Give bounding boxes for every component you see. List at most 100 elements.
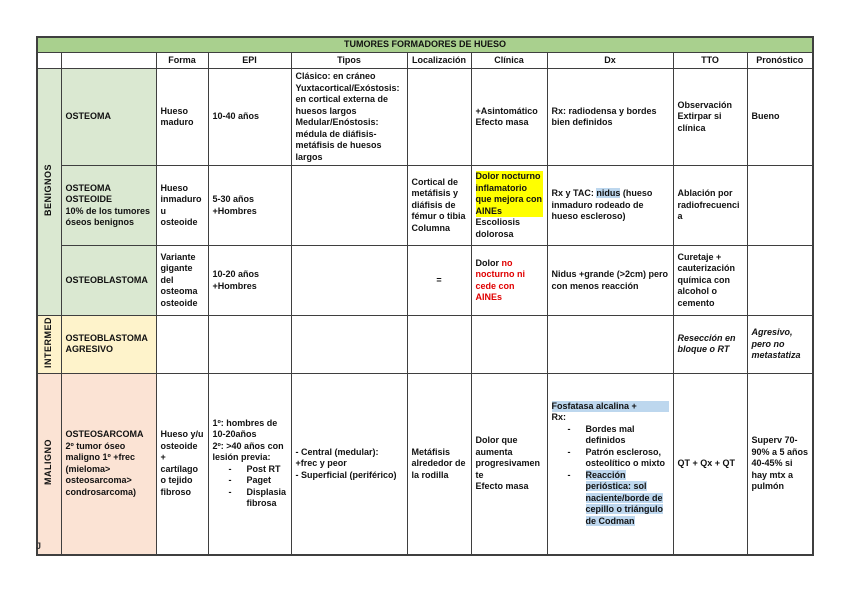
cell-osteoma-osteoide-epi: 5-30 años +Hombres [207, 165, 292, 247]
bullet-dash: - [228, 463, 232, 474]
header-row: Forma EPI Tipos Localización Clínica Dx TTO Pro… [36, 51, 814, 70]
text-line: OSTEOMA [65, 111, 112, 122]
cell-osteoblastoma-dx: Nidus +grande (>2cm) pero con menos reac… [546, 245, 674, 317]
cell-osteoma-osteoide-forma: Hueso inmaduro u osteoide [155, 165, 209, 247]
text-line: Hueso maduro [160, 105, 194, 128]
column-header-tipos: Tipos [290, 51, 408, 70]
bullet-text: Paget [246, 475, 272, 486]
table-row-osteoma: BENIGNOS OSTEOMA Hueso maduro 10-40 años Clá… [36, 68, 814, 317]
column-header-blank-1 [60, 51, 157, 70]
column-header-epi: EPI [207, 51, 292, 70]
cell-osteoma-clinica: +Asintomático Efecto masa [470, 68, 548, 167]
text-run: Agresivo, pero no metastatiza [751, 327, 801, 361]
cell-osteosarcoma-tipos: - Central (medular): +frec y peor - Super… [290, 372, 408, 556]
column-header-blank-0 [36, 51, 62, 70]
bullet-line: - Paget [213, 475, 287, 487]
cell-osteoblastoma-agresivo-tipos [290, 315, 408, 374]
cell-osteosarcoma-forma: Hueso y/u osteoide + cartílago o tejido … [155, 372, 209, 556]
text-line: Medular/Enóstosis: médula de diáfisis-me… [295, 117, 382, 162]
bullet-text: Reacción perióstica: sol naciente/borde … [585, 469, 669, 528]
bullet-dash: - [228, 475, 232, 486]
text-line: Rx y TAC: nidus (hueso inmaduro rodeado … [551, 188, 653, 222]
bullet-text: Displasia fibrosa [246, 486, 287, 509]
cell-osteosarcoma-dx: Fosfatasa alcalina + Rx: - Bordes mal defin… [546, 372, 674, 556]
cell-osteoblastoma-agresivo-pron: Agresivo, pero no metastatiza [746, 315, 814, 374]
text-line: - Central (medular): +frec y peor [295, 446, 379, 469]
text-line: OSTEOBLASTOMA [65, 274, 148, 285]
text-line: +Hombres [212, 280, 257, 291]
bullet-dash: - [567, 423, 571, 434]
cell-osteoblastoma-agresivo-clinica [470, 315, 548, 374]
cell-osteosarcoma-epi: 1º: hombres de 10-20años 2º: >40 años con… [207, 372, 292, 556]
cell-osteoblastoma-pron [746, 245, 814, 317]
cell-osteoma-pron: Bueno [746, 68, 814, 167]
bullet-line: - Bordes mal definidos [552, 424, 669, 447]
bullet-line: - Patrón escleroso, osteolítico o mixto [552, 447, 669, 470]
group-label-text: MALIGNO [43, 439, 54, 486]
text-line: 10% de los tumores óseos benignos [65, 205, 151, 228]
column-header-tto: TTO [672, 51, 748, 70]
cell-osteoblastoma-agresivo-dx [546, 315, 674, 374]
text-line: 1º: hombres de 10-20años [212, 417, 278, 440]
table-row-osteoma-osteoide: OSTEOMA OSTEOIDE 10% de los tumores óseos… [37, 165, 814, 247]
text-line: OSTEOSARCOMA [65, 429, 144, 440]
text-line: Hueso y/u osteoide + cartílago o tejido … [160, 429, 204, 497]
cell-osteosarcoma-tto: QT + Qx + QT [672, 372, 748, 556]
text-line: OSTEOMA OSTEOIDE [65, 182, 113, 205]
text-line: Bueno [751, 111, 780, 122]
cell-osteoma-tipos: Clásico: en cráneo Yuxtacortical/Exóstosi… [290, 68, 408, 167]
text-line: 10-20 años [212, 269, 260, 280]
group-label-maligno: MALIGNO [36, 372, 62, 556]
group-label-text: INTERMED [43, 317, 54, 369]
text-line: Extirpar si clínica [677, 111, 722, 133]
highlighted-text: Dolor nocturno inflamatorio que mejora c… [475, 171, 543, 216]
cell-osteoblastoma-loc: = [406, 245, 472, 317]
cell-osteoblastoma-epi: 10-20 años +Hombres [207, 245, 292, 317]
table-row-osteoblastoma: OSTEOBLASTOMA Variante gigante del osteom… [37, 245, 814, 317]
cell-osteoma-dx: Rx: radiodensa y bordes bien definidos [546, 68, 674, 167]
cell-osteosarcoma-clinica: Dolor que aumenta progresivamente Efecto … [470, 372, 548, 556]
text-line: - Superficial (periférico) [295, 469, 397, 480]
table-row-osteoblastoma-agresivo: INTERMED OSTEOBLASTOMA AGRESIVO Resección … [36, 315, 814, 374]
text-line: = [436, 274, 442, 285]
cell-osteoblastoma-tipos [290, 245, 408, 317]
text-line: Ablación por radiofrecuencia [677, 188, 740, 222]
cell-osteoma-tto: Observación Extirpar si clínica [672, 68, 748, 167]
text-line: Agresivo, pero no metastatiza [752, 327, 809, 362]
tumor-name-cell-osteoma-osteoide: OSTEOMA OSTEOIDE 10% de los tumores óseos… [60, 165, 157, 247]
text-line: +Asintomático [475, 105, 538, 116]
cell-osteoblastoma-agresivo-forma [155, 315, 209, 374]
cell-osteoma-epi: 10-40 años [207, 68, 292, 167]
group-label-benignos: BENIGNOS [36, 68, 62, 317]
bullet-dash: - [228, 486, 232, 497]
cell-osteoma-osteoide-tto: Ablación por radiofrecuencia [672, 165, 748, 247]
text-line: Variante gigante del osteoma osteoide [160, 251, 198, 308]
text-line: Dolor no nocturno ni cede con AINEs [475, 257, 526, 303]
text-line: Rx: radiodensa y bordes bien definidos [551, 105, 657, 128]
cell-osteoma-osteoide-pron [746, 165, 814, 247]
group-label-text: BENIGNOS [43, 164, 54, 217]
column-header-dx: Dx [546, 51, 674, 70]
text-line: (mieloma> osteosarcoma> condrosarcoma) [65, 463, 137, 497]
column-header-forma: Forma [155, 51, 209, 70]
text-line: Yuxtacortical/Exóstosis: en cortical ext… [295, 82, 400, 116]
bullet-dash: - [567, 446, 571, 457]
cell-osteoma-loc [406, 68, 472, 167]
bullet-line: - Displasia fibrosa [213, 487, 287, 510]
text-line: Escoliosis dolorosa [475, 217, 521, 239]
stray-character: J [36, 541, 42, 551]
red-text: no nocturno ni cede con AINEs [475, 257, 526, 303]
cell-osteoma-osteoide-loc: Cortical de metáfisis y diáfisis de fému… [406, 165, 472, 247]
bullet-text: Post RT [246, 463, 281, 474]
column-header-cl-nica: Clínica [470, 51, 548, 70]
text-line: Metáfisis alrededor de la rodilla [411, 446, 466, 480]
text-line: Clásico: en cráneo [295, 71, 376, 82]
tumor-name-cell-osteosarcoma: OSTEOSARCOMA 2º tumor óseo maligno 1º +fr… [60, 372, 157, 556]
highlighted-text: nidus [596, 188, 621, 199]
text-line: 2º tumor óseo maligno 1º +frec [65, 440, 136, 463]
text-line: 40-45% si hay mtx a pulmón [751, 458, 794, 492]
text-line: Dolor nocturno inflamatorio que mejora c… [475, 171, 543, 218]
cell-osteoma-osteoide-clinica: Dolor nocturno inflamatorio que mejora c… [470, 165, 548, 247]
cell-osteoblastoma-clinica: Dolor no nocturno ni cede con AINEs [470, 245, 548, 317]
cell-osteosarcoma-pron: Superv 70-90% a 5 años 40-45% si hay mtx … [746, 372, 814, 556]
